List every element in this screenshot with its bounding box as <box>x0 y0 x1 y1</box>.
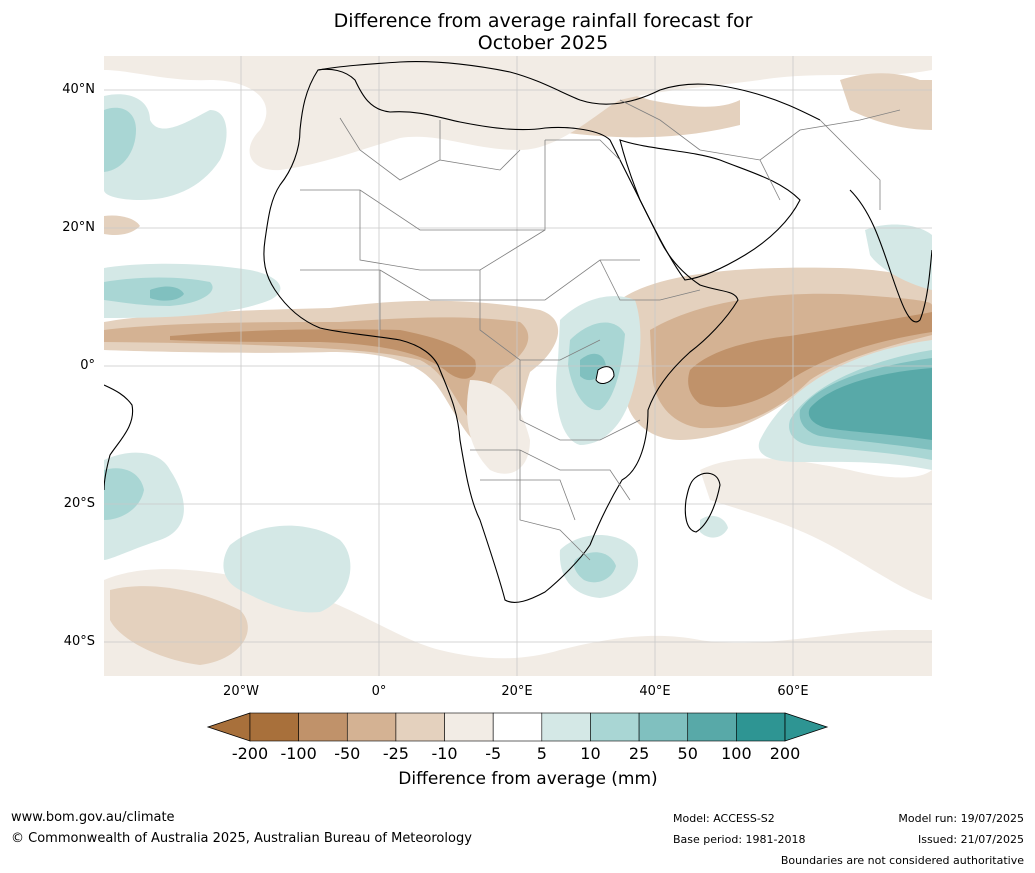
colorbar-cell <box>298 712 348 742</box>
footer-copyright: © Commonwealth of Australia 2025, Austra… <box>11 831 472 846</box>
wet-southern-africa-core <box>574 552 616 583</box>
arabia-coastline <box>619 139 801 281</box>
title-line-1: Difference from average rainfall forecas… <box>333 10 753 32</box>
lon-label-0: 0° <box>371 684 387 699</box>
colorbar-tick-label: -5 <box>485 744 502 763</box>
footer-base-period: Base period: 1981-2018 <box>673 833 806 846</box>
wet-south-atlantic-core <box>104 468 144 520</box>
coastlines <box>104 61 932 603</box>
colorbar-tick-label: -50 <box>334 744 361 763</box>
wet-anomaly-regions <box>104 94 932 613</box>
dry-south-atlantic-core <box>110 586 248 665</box>
colorbar-cell <box>395 712 445 742</box>
footer-website: www.bom.gov.au/climate <box>11 810 175 825</box>
colorbar-cell <box>492 712 543 742</box>
lat-label-40n: 40°N <box>62 82 95 97</box>
colorbar-tick-label: 200 <box>769 744 801 763</box>
wet-south-atlantic-2 <box>223 525 351 613</box>
wet-tropical-atlantic-max <box>150 286 184 301</box>
lon-label-20w: 20°W <box>223 684 259 699</box>
dry-south-indian <box>700 458 932 600</box>
colorbar-cell <box>444 712 494 742</box>
lon-label-40e: 40°E <box>639 684 671 699</box>
footer-model: Model: ACCESS-S2 <box>673 812 775 825</box>
lat-label-40s: 40°S <box>63 634 95 649</box>
colorbar-tick-label: -100 <box>280 744 317 763</box>
dry-indian-ocean-core <box>688 312 932 408</box>
colorbar-cells <box>249 712 786 742</box>
dry-west-atlantic-north <box>104 215 140 236</box>
lake-victoria <box>595 366 615 384</box>
colorbar-extend-high <box>784 712 829 742</box>
footer-disclaimer: Boundaries are not considered authoritat… <box>780 854 1024 867</box>
wet-indian-ocean-max <box>808 368 932 440</box>
dry-gulf-guinea-core <box>170 329 476 379</box>
madagascar-coastline <box>684 472 721 533</box>
south-america-coastline <box>104 384 134 491</box>
colorbar-tick-label: 10 <box>580 744 601 763</box>
lat-label-20s: 20°S <box>63 496 95 511</box>
africa-coastline <box>263 68 739 603</box>
colorbar-tick-label: -10 <box>431 744 458 763</box>
colorbar-tick-label: -25 <box>382 744 409 763</box>
lat-label-eq: 0° <box>80 358 95 373</box>
chart-title: Difference from average rainfall forecas… <box>0 10 1035 54</box>
colorbar-cell <box>638 712 689 742</box>
colorbar-cell <box>346 712 397 742</box>
lat-label-20n: 20°N <box>62 220 95 235</box>
title-line-2: October 2025 <box>477 32 609 54</box>
colorbar-tick-label: 100 <box>721 744 752 763</box>
wet-arabian-sea <box>865 224 932 290</box>
colorbar-cell <box>687 712 737 742</box>
colorbar-cell <box>590 712 640 742</box>
footer-issued: Issued: 21/07/2025 <box>917 833 1024 846</box>
wet-north-atlantic <box>104 94 227 200</box>
colorbar-cell <box>249 712 299 742</box>
footer-model-run: Model run: 19/07/2025 <box>898 812 1024 825</box>
colorbar-tick-label: 25 <box>628 744 650 763</box>
wet-north-atlantic-core <box>104 107 136 172</box>
colorbar-extend-low <box>206 712 251 742</box>
lon-label-60e: 60°E <box>777 684 809 699</box>
country-borders <box>300 99 901 561</box>
europe-coastline <box>317 61 821 121</box>
india-coastline <box>849 189 932 323</box>
colorbar-tick-label: 5 <box>536 744 547 763</box>
colorbar-tick-label: -200 <box>231 744 269 763</box>
graticule <box>104 56 932 676</box>
dry-mideast <box>840 73 932 130</box>
lon-label-20e: 20°E <box>501 684 533 699</box>
colorbar-label: Difference from average (mm) <box>398 769 658 789</box>
colorbar-tick-label: 50 <box>677 744 698 763</box>
colorbar-cell <box>541 712 591 742</box>
colorbar-cell <box>736 712 786 742</box>
lakes <box>595 366 615 384</box>
dry-north-america-east-atlantic <box>104 56 932 171</box>
